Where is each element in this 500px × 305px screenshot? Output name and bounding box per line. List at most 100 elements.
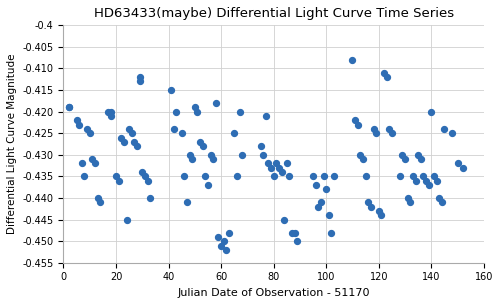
Point <box>256 144 264 149</box>
Point <box>206 152 214 157</box>
Y-axis label: Differential Light Curve Magnitude: Differential Light Curve Magnitude <box>7 54 17 234</box>
Point <box>417 157 425 162</box>
Point <box>138 170 146 174</box>
Point <box>78 161 86 166</box>
Point <box>96 200 104 205</box>
Point <box>317 200 325 205</box>
Point <box>225 230 233 235</box>
Point <box>351 118 359 123</box>
Point <box>424 183 432 188</box>
Point <box>388 131 396 136</box>
Point <box>396 174 404 179</box>
Point <box>217 243 225 248</box>
Point <box>288 230 296 235</box>
Title: HD63433(maybe) Differential Light Curve Time Series: HD63433(maybe) Differential Light Curve … <box>94 7 454 20</box>
Point <box>406 200 414 205</box>
Point <box>186 152 194 157</box>
Point <box>422 178 430 183</box>
Point <box>459 165 467 170</box>
Point <box>214 235 222 239</box>
Point <box>167 88 175 92</box>
Point <box>262 113 270 118</box>
X-axis label: Julian Date of Observation - 51170: Julian Date of Observation - 51170 <box>178 288 370 298</box>
Point <box>230 131 238 136</box>
Point <box>198 144 206 149</box>
Point <box>370 127 378 131</box>
Point <box>275 165 283 170</box>
Point <box>118 135 126 140</box>
Point <box>380 70 388 75</box>
Point <box>322 187 330 192</box>
Point <box>272 161 280 166</box>
Point <box>172 109 180 114</box>
Point <box>236 109 244 114</box>
Point <box>320 174 328 179</box>
Point <box>170 127 178 131</box>
Point <box>364 200 372 205</box>
Point <box>130 139 138 144</box>
Point <box>80 174 88 179</box>
Point <box>362 174 370 179</box>
Point <box>194 109 202 114</box>
Point <box>188 157 196 162</box>
Point <box>440 127 448 131</box>
Point <box>409 174 417 179</box>
Point <box>325 213 333 218</box>
Point <box>196 139 204 144</box>
Point <box>107 113 115 118</box>
Point <box>401 157 409 162</box>
Point <box>146 196 154 200</box>
Point <box>136 79 143 84</box>
Point <box>382 75 390 80</box>
Point <box>212 101 220 106</box>
Point <box>141 174 149 179</box>
Point <box>294 239 302 244</box>
Point <box>209 157 217 162</box>
Point <box>367 204 375 209</box>
Point <box>180 174 188 179</box>
Point <box>238 152 246 157</box>
Point <box>404 196 411 200</box>
Point <box>128 131 136 136</box>
Point <box>64 105 72 110</box>
Point <box>283 161 291 166</box>
Point <box>202 174 209 179</box>
Point <box>359 157 367 162</box>
Point <box>330 174 338 179</box>
Point <box>136 75 143 80</box>
Point <box>94 196 102 200</box>
Point <box>290 230 298 235</box>
Point <box>430 174 438 179</box>
Point <box>378 213 386 218</box>
Point <box>309 174 317 179</box>
Point <box>414 152 422 157</box>
Point <box>191 105 199 110</box>
Point <box>114 178 122 183</box>
Point <box>86 131 94 136</box>
Point <box>356 152 364 157</box>
Point <box>133 144 141 149</box>
Point <box>428 109 436 114</box>
Point <box>183 200 191 205</box>
Point <box>412 178 420 183</box>
Point <box>314 204 322 209</box>
Point <box>280 217 288 222</box>
Point <box>454 161 462 166</box>
Point <box>375 209 383 213</box>
Point <box>448 131 456 136</box>
Point <box>354 122 362 127</box>
Point <box>286 174 294 179</box>
Point <box>259 152 267 157</box>
Point <box>125 127 133 131</box>
Point <box>220 239 228 244</box>
Point <box>264 161 272 166</box>
Point <box>122 217 130 222</box>
Point <box>204 183 212 188</box>
Point <box>435 196 443 200</box>
Point <box>88 157 96 162</box>
Point <box>72 118 80 123</box>
Point <box>120 139 128 144</box>
Point <box>178 131 186 136</box>
Point <box>222 247 230 252</box>
Point <box>91 161 99 166</box>
